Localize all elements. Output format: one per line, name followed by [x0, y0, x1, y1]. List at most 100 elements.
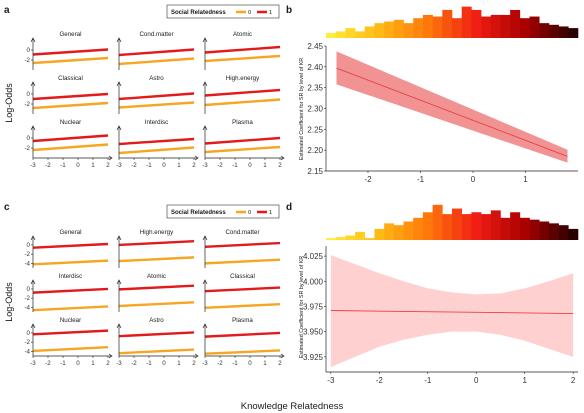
- panel-b-hist-bar: [442, 9, 453, 38]
- panel-a-y-tick-label: 0: [27, 47, 31, 54]
- panel-c-line-sr0: [32, 346, 109, 353]
- panel-a-line-sr0: [204, 54, 281, 63]
- panel-b-y-tick-label: 2.30: [307, 105, 323, 114]
- panel-b-plot: 2.15 2.20 2.25 2.30 2.35 2.40 2.45 -2 -1 0 1: [307, 6, 579, 184]
- panel-c-x-tick-label: -2: [45, 360, 51, 367]
- panel-a-x-tick-label: 0: [248, 162, 252, 169]
- panel-b-hist-bar: [403, 23, 414, 38]
- panel-a-line-sr1: [32, 92, 109, 101]
- panel-c-x-tick-label: -3: [30, 360, 36, 367]
- panel-letter-d: d: [286, 202, 292, 213]
- panel-a-y-arrow: [30, 37, 36, 43]
- panel-c-y-tick-label: -4: [24, 348, 30, 355]
- panel-b-hist-bar: [345, 28, 356, 38]
- panel-c-y-tick-label: -2: [24, 295, 30, 302]
- panel-b-hist-bar: [335, 31, 346, 38]
- panel-letter-c: c: [4, 202, 10, 213]
- panel-c-line-sr0: [118, 348, 195, 355]
- panel-b-hist-bar: [393, 19, 404, 38]
- panel-c-line-sr1: [118, 284, 195, 291]
- panel-a-x-tick-label: -2: [131, 162, 137, 169]
- panel-b-hist-bar: [422, 14, 433, 38]
- panel-a-y-tick-label: -2: [24, 57, 30, 64]
- panel-c-x-tick-label: -1: [232, 360, 238, 367]
- panel-c-facet-title: Cond.matter: [225, 229, 259, 236]
- panel-a-x-tick-label: -2: [217, 162, 223, 169]
- panel-d-x-tick-label: 2: [571, 376, 576, 385]
- panel-a-line-sr0: [32, 143, 109, 152]
- panel-b-hist-bar: [471, 9, 482, 38]
- panel-d-hist-bar: [335, 237, 346, 240]
- panel-c-line-sr1: [204, 241, 281, 248]
- panel-a-x-tick-label: 1: [263, 162, 267, 169]
- panel-a-y-arrow: [116, 81, 122, 87]
- panel-d-hist-bar: [374, 228, 385, 240]
- panel-a-x-tick-label: 0: [162, 162, 166, 169]
- panel-c-facets: General 0 -2 -4 High.energy Cond.matter Interd…: [24, 229, 285, 367]
- panel-d-hist-bar: [413, 217, 424, 240]
- panel-b-hist-bar: [461, 6, 472, 39]
- panel-d-x-tick-label: -1: [424, 376, 432, 385]
- panel-b-y-tick-label: 2.35: [307, 84, 323, 93]
- panel-c-line-sr1: [118, 240, 195, 247]
- panel-b-hist-bar: [432, 16, 443, 38]
- legend-a-box: [166, 4, 280, 19]
- panel-b-hist-bar: [374, 23, 385, 38]
- panel-a-x-tick-label: 2: [192, 162, 196, 169]
- panel-b-hist-bar: [510, 9, 521, 38]
- panel-a-line-sr1: [204, 45, 281, 54]
- panel-b-y-tick-label: 2.25: [307, 125, 323, 134]
- panel-b-x-tick-label: -1: [417, 175, 425, 184]
- panel-d-hist-bar: [568, 228, 579, 240]
- panel-d-hist-bar: [364, 238, 375, 240]
- panel-d-hist-bar: [452, 208, 462, 240]
- panel-a-facet-title: High.energy: [226, 75, 260, 82]
- panel-b-y-tick-label: 2.15: [307, 167, 323, 176]
- panel-c-y-tick-label: 0: [27, 242, 31, 249]
- panel-d-plot: 3.925 3.950 3.975 4.000 4.025 -3 -2 -1 0 1 2: [303, 204, 579, 385]
- panel-b-hist-bar: [481, 16, 492, 38]
- panel-c-x-tick-label: -1: [146, 360, 152, 367]
- panel-a-line-sr0: [118, 101, 195, 109]
- panel-c-x-tick-label: 0: [248, 360, 252, 367]
- panel-b-hist-bar: [558, 26, 569, 38]
- panel-d-fit-line: [330, 310, 574, 314]
- panel-a-line-sr1: [32, 134, 109, 143]
- panel-a-y-arrow: [116, 37, 122, 43]
- panel-a-x-tick-label: 1: [91, 162, 95, 169]
- panel-d-hist-bar: [432, 204, 443, 240]
- panel-b-hist-bar: [519, 18, 530, 38]
- panel-c-x-tick-label: 2: [192, 360, 196, 367]
- panel-c-x-tick-label: -3: [116, 360, 122, 367]
- panel-c-y-arrow: [202, 235, 208, 241]
- panel-c-y-tick-label: -2: [24, 339, 30, 346]
- panel-a-y-arrow: [202, 37, 208, 43]
- panel-c-x-arrow: [280, 353, 285, 359]
- panel-b-hist-bar: [364, 26, 375, 38]
- ylabel-panel-d: Estimated Coefficient for SR by level of…: [299, 256, 305, 358]
- legend-c-box: [166, 204, 280, 219]
- panel-c-y-tick-label: -2: [24, 251, 30, 258]
- panel-b-hist-bar: [539, 23, 550, 38]
- panel-d-hist-bar: [403, 221, 414, 240]
- panel-b-x-tick-label: 0: [471, 175, 476, 184]
- panel-d-hist-bar: [500, 217, 511, 240]
- panel-letter-a: a: [4, 5, 10, 16]
- panel-c-line-sr0: [204, 349, 281, 355]
- panel-d-hist-bar: [384, 223, 395, 240]
- panel-c-x-tick-label: 0: [162, 360, 166, 367]
- panel-a-x-tick-label: -3: [202, 162, 208, 169]
- panel-a-line-sr0: [32, 56, 109, 65]
- panel-c-y-arrow: [202, 323, 208, 329]
- panel-a-facet-title: Interdisc: [145, 119, 168, 126]
- panel-b-hist-bar: [490, 14, 501, 38]
- panel-c-y-arrow: [202, 279, 208, 285]
- panel-d-y-tick-label: 4.025: [303, 252, 324, 261]
- panel-c-line-sr0: [32, 259, 109, 266]
- panel-c-x-tick-label: -2: [217, 360, 223, 367]
- legend-a-title: Social Relatedness: [171, 10, 226, 16]
- panel-d-x-tick-label: -3: [327, 376, 335, 385]
- panel-c-x-tick-label: 2: [278, 360, 282, 367]
